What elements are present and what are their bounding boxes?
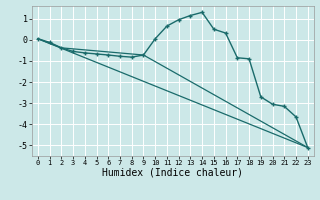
X-axis label: Humidex (Indice chaleur): Humidex (Indice chaleur) (102, 168, 243, 178)
